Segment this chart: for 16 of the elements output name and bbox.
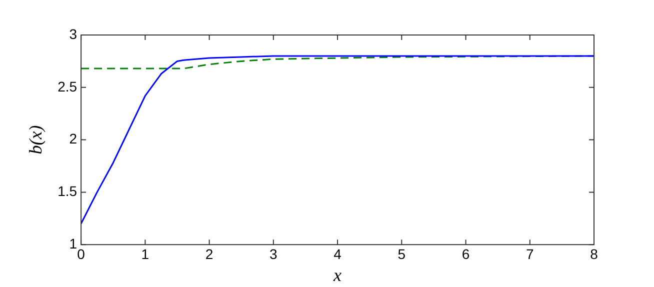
x-tick-label: 5 [398,246,406,262]
y-tick-label: 1.5 [58,183,78,200]
x-tick-label: 6 [462,246,470,262]
x-tick-label: 1 [141,246,150,262]
y-tick-label: 3 [69,26,78,42]
x-tick-label: 8 [590,246,598,262]
x-axis-title: x [332,264,342,285]
y-tick-label: 2 [69,130,78,147]
y-tick-label: 1 [69,235,78,252]
x-tick-label: 7 [526,246,534,262]
x-tick-label: 0 [77,246,86,262]
x-tick-label: 2 [205,246,214,262]
y-axis-title: b(x) [26,125,46,154]
x-tick-label: 3 [270,246,278,262]
x-tick-label: 4 [334,246,342,262]
y-tick-label: 2.5 [58,78,78,94]
